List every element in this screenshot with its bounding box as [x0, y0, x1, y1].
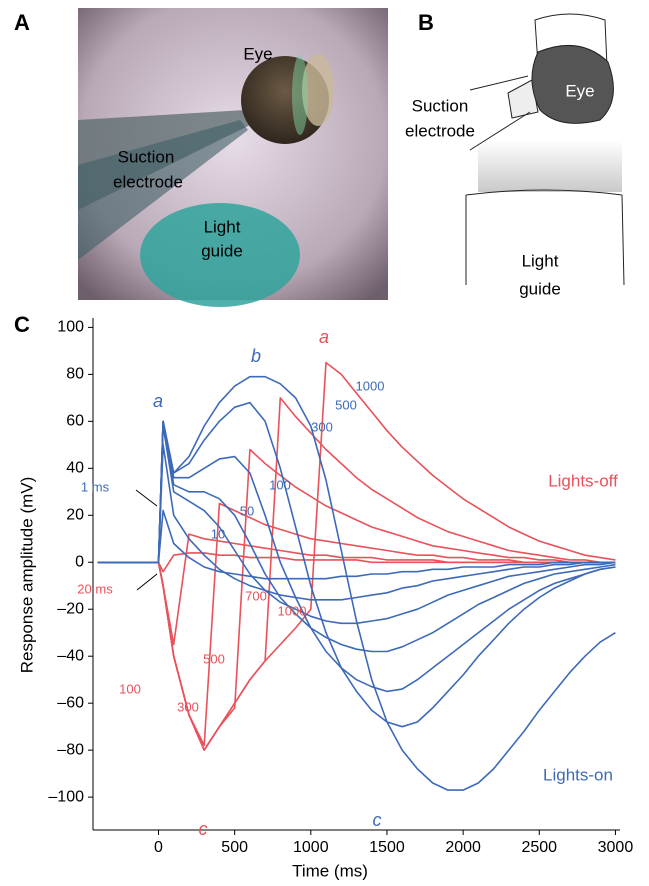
annotation: Lights-on [543, 765, 613, 784]
series-label: 1 ms [81, 479, 110, 494]
panel-label: A [14, 10, 30, 35]
annotation: a [319, 327, 329, 347]
y-tick-label: –60 [57, 694, 84, 711]
series-label: 1000 [356, 378, 385, 393]
x-axis-title: Time (ms) [292, 861, 368, 880]
series-line [97, 425, 616, 625]
label: guide [201, 241, 243, 260]
series-line [97, 448, 616, 751]
series-line [97, 509, 616, 580]
annotation: b [251, 346, 261, 366]
series-label: 300 [177, 699, 199, 714]
y-axis-title: Response amplitude (mV) [17, 477, 36, 674]
label: electrode [113, 172, 183, 191]
series-label: 50 [240, 503, 254, 518]
annotation: Lights-off [548, 471, 618, 490]
panel-label: C [14, 312, 30, 337]
schematic [465, 13, 625, 286]
y-tick-label: 100 [57, 319, 84, 336]
label: Light [204, 217, 241, 236]
series-label: 20 ms [77, 581, 113, 596]
label: Eye [565, 81, 594, 100]
series-label: 1000 [278, 603, 307, 618]
y-tick-label: 40 [66, 460, 84, 477]
y-tick-label: 20 [66, 507, 84, 524]
leader [136, 573, 158, 591]
series-line [97, 533, 616, 646]
series-label: 500 [335, 397, 357, 412]
panel-label: B [418, 10, 434, 35]
x-tick-label: 3000 [598, 839, 634, 856]
series-line [97, 420, 616, 693]
y-tick-label: –100 [48, 788, 84, 805]
y-tick-label: 80 [66, 366, 84, 383]
label: guide [519, 279, 561, 298]
y-tick-label: 60 [66, 413, 84, 430]
label: Suction [118, 147, 175, 166]
x-tick-label: 500 [221, 839, 248, 856]
series-label: 100 [269, 477, 291, 492]
series-line [97, 420, 616, 653]
series-line [97, 444, 616, 601]
series-label: 500 [203, 651, 225, 666]
label: Eye [243, 44, 272, 63]
y-tick-label: –40 [57, 647, 84, 664]
y-tick-label: 0 [75, 553, 84, 570]
series-label: 300 [311, 419, 333, 434]
label: Suction [412, 96, 469, 115]
x-tick-label: 2000 [445, 839, 481, 856]
x-tick-label: 0 [154, 839, 163, 856]
annotation: c [199, 819, 208, 839]
annotation: a [153, 391, 163, 411]
y-tick-label: –80 [57, 741, 84, 758]
series-label: 100 [119, 681, 141, 696]
series-line [97, 375, 616, 791]
series-line [97, 397, 616, 751]
x-tick-label: 1500 [369, 839, 405, 856]
annotation: c [373, 810, 382, 830]
label: Light [522, 251, 559, 270]
series-label: 700 [245, 588, 267, 603]
leader [135, 489, 158, 507]
label: electrode [405, 121, 475, 140]
series-label: 10 [211, 526, 225, 541]
y-tick-label: –20 [57, 600, 84, 617]
photo [78, 8, 388, 307]
series-line [97, 552, 616, 573]
x-tick-label: 2500 [521, 839, 557, 856]
x-tick-label: 1000 [293, 839, 329, 856]
